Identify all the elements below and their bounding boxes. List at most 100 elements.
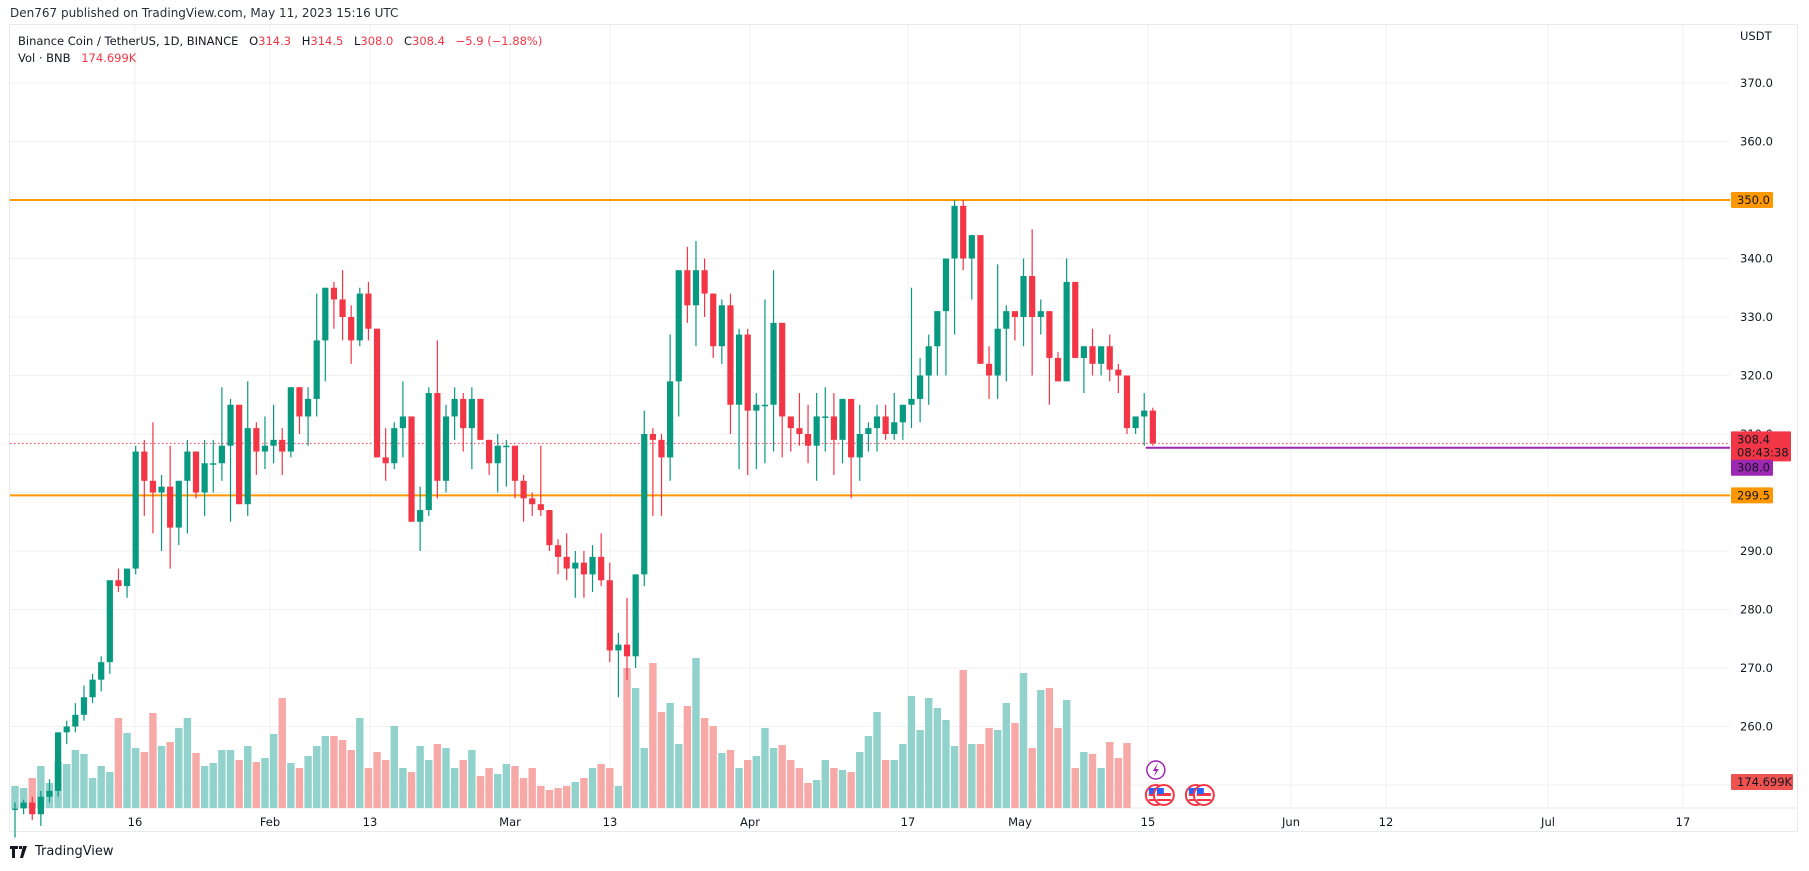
candle-body[interactable] bbox=[89, 679, 96, 698]
candle-body[interactable] bbox=[667, 381, 674, 458]
candle-body[interactable] bbox=[348, 317, 355, 341]
candle-body[interactable] bbox=[296, 387, 303, 417]
candle-body[interactable] bbox=[546, 510, 553, 546]
candle-body[interactable] bbox=[149, 480, 157, 493]
candle-body[interactable] bbox=[856, 434, 863, 458]
candle-body[interactable] bbox=[925, 346, 932, 376]
candle-body[interactable] bbox=[253, 428, 260, 452]
candle-body[interactable] bbox=[779, 322, 786, 417]
candle-body[interactable] bbox=[1089, 346, 1096, 364]
candle-body[interactable] bbox=[511, 445, 519, 481]
symbol-title[interactable]: Binance Coin / TetherUS, 1D, BINANCE bbox=[18, 34, 239, 48]
candle-body[interactable] bbox=[934, 311, 941, 347]
candle-body[interactable] bbox=[503, 445, 510, 448]
candle-body[interactable] bbox=[356, 293, 363, 341]
candle-body[interactable] bbox=[985, 363, 993, 376]
candle-body[interactable] bbox=[460, 398, 467, 429]
candle-body[interactable] bbox=[615, 644, 622, 651]
candle-body[interactable] bbox=[839, 398, 846, 440]
candle-body[interactable] bbox=[873, 416, 881, 429]
candle-body[interactable] bbox=[580, 562, 588, 575]
candle-body[interactable] bbox=[813, 416, 820, 446]
candle-body[interactable] bbox=[761, 404, 769, 407]
candle-body[interactable] bbox=[339, 299, 346, 317]
candle-body[interactable] bbox=[744, 334, 751, 411]
candle-body[interactable] bbox=[710, 293, 717, 347]
volume-badge[interactable] bbox=[1731, 774, 1793, 790]
candle-body[interactable] bbox=[72, 714, 79, 727]
candle-body[interactable] bbox=[98, 662, 105, 680]
candle-body[interactable] bbox=[632, 574, 639, 657]
candle-body[interactable] bbox=[787, 416, 794, 429]
candle-body[interactable] bbox=[641, 434, 648, 575]
candle-body[interactable] bbox=[770, 322, 777, 405]
candle-body[interactable] bbox=[822, 416, 829, 418]
candle-body[interactable] bbox=[227, 404, 234, 446]
candle-body[interactable] bbox=[1072, 281, 1079, 358]
candle-body[interactable] bbox=[951, 205, 958, 259]
candle-body[interactable] bbox=[29, 802, 36, 815]
candle-body[interactable] bbox=[804, 434, 812, 446]
volume-label[interactable]: Vol · BNB bbox=[18, 51, 71, 65]
candle-body[interactable] bbox=[391, 428, 398, 464]
candle-body[interactable] bbox=[1149, 410, 1156, 444]
candle-body[interactable] bbox=[322, 287, 329, 341]
candle-body[interactable] bbox=[167, 486, 174, 528]
candle-body[interactable] bbox=[692, 270, 700, 306]
candle-body[interactable] bbox=[244, 428, 251, 505]
candle-body[interactable] bbox=[175, 480, 182, 528]
candle-body[interactable] bbox=[210, 463, 217, 465]
candle-body[interactable] bbox=[830, 416, 837, 440]
candle-body[interactable] bbox=[477, 398, 484, 440]
candle-body[interactable] bbox=[529, 498, 536, 505]
candle-body[interactable] bbox=[80, 697, 88, 715]
candle-body[interactable] bbox=[373, 328, 381, 458]
candle-body[interactable] bbox=[434, 393, 441, 481]
candle-body[interactable] bbox=[1106, 346, 1113, 370]
candle-body[interactable] bbox=[598, 556, 605, 581]
candle-body[interactable] bbox=[520, 480, 527, 499]
candle-body[interactable] bbox=[917, 375, 924, 399]
candle-body[interactable] bbox=[572, 562, 579, 569]
candle-body[interactable] bbox=[968, 235, 975, 259]
candle-body[interactable] bbox=[848, 398, 855, 458]
candle-body[interactable] bbox=[141, 451, 148, 481]
candle-body[interactable] bbox=[1037, 311, 1044, 317]
candle-body[interactable] bbox=[1080, 346, 1087, 358]
candle-body[interactable] bbox=[287, 387, 294, 452]
candle-body[interactable] bbox=[753, 404, 760, 411]
candle-body[interactable] bbox=[451, 398, 458, 417]
candle-body[interactable] bbox=[1132, 416, 1139, 429]
candle-body[interactable] bbox=[494, 445, 501, 464]
candle-body[interactable] bbox=[417, 510, 424, 522]
candle-body[interactable] bbox=[218, 445, 225, 464]
candle-body[interactable] bbox=[701, 270, 708, 294]
candle-body[interactable] bbox=[270, 439, 277, 446]
candle-body[interactable] bbox=[313, 340, 320, 399]
candle-body[interactable] bbox=[994, 328, 1001, 376]
candle-body[interactable] bbox=[201, 463, 208, 493]
candle-body[interactable] bbox=[1063, 281, 1070, 382]
candle-body[interactable] bbox=[675, 270, 682, 382]
candle-body[interactable] bbox=[11, 808, 19, 810]
candle-body[interactable] bbox=[684, 270, 691, 306]
candle-body[interactable] bbox=[563, 556, 570, 569]
candle-body[interactable] bbox=[63, 726, 70, 733]
candle-body[interactable] bbox=[977, 235, 984, 364]
candle-body[interactable] bbox=[408, 416, 415, 522]
candle-body[interactable] bbox=[37, 796, 44, 815]
candle-body[interactable] bbox=[960, 205, 967, 259]
candle-body[interactable] bbox=[1011, 311, 1019, 317]
candle-body[interactable] bbox=[55, 732, 62, 791]
candle-body[interactable] bbox=[623, 644, 631, 657]
candle-body[interactable] bbox=[1029, 276, 1036, 317]
candle-body[interactable] bbox=[727, 305, 734, 405]
candle-body[interactable] bbox=[908, 398, 915, 405]
candle-body[interactable] bbox=[1054, 357, 1062, 382]
candle-body[interactable] bbox=[106, 580, 113, 663]
candle-body[interactable] bbox=[537, 504, 544, 511]
candle-body[interactable] bbox=[1020, 276, 1027, 317]
candle-body[interactable] bbox=[865, 428, 872, 434]
resistance-price-badge[interactable] bbox=[1731, 192, 1773, 208]
